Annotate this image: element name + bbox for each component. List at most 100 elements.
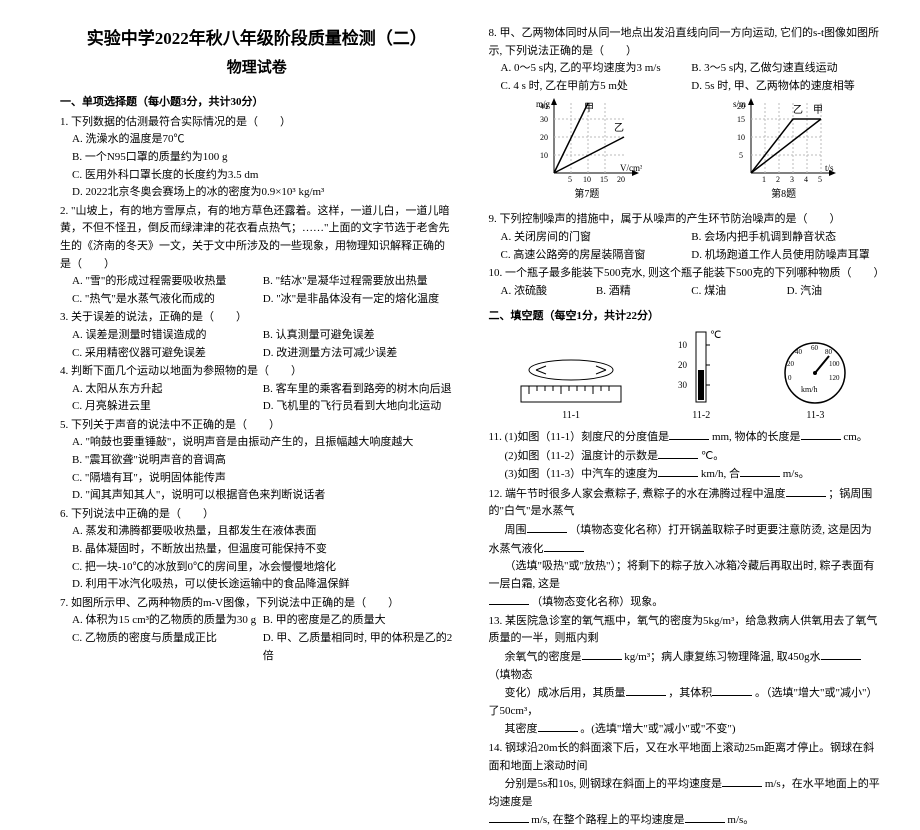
thermo-box: ℃ 10 20 30 11-2 — [676, 330, 726, 424]
svg-text:4: 4 — [804, 175, 808, 184]
q7-d: D. 甲、乙质量相同时, 甲的体积是乙的2倍 — [263, 630, 454, 665]
svg-text:100: 100 — [829, 360, 840, 368]
svg-text:20: 20 — [737, 102, 745, 111]
q3-c: C. 采用精密仪器可避免误差 — [72, 345, 263, 363]
blank — [582, 648, 622, 660]
q9-stem: 9. 下列控制噪声的措施中，属于从噪声的产生环节防治噪声的是（ ） — [489, 211, 883, 229]
svg-text:10: 10 — [540, 151, 548, 160]
svg-text:5: 5 — [568, 175, 572, 184]
chart8-box: 甲 乙 s/m 5 10 15 20 1 2 3 4 5 t/s 第8题 — [729, 97, 839, 203]
q11-l3: (3)如图（11-3）中汽车的速度为 — [489, 468, 659, 480]
q8-c: C. 4 s 时, 乙在甲前方5 m处 — [501, 78, 692, 96]
q3-d: D. 改进测量方法可减少误差 — [263, 345, 454, 363]
blank — [821, 648, 861, 660]
q12-l3: （选填"吸热"或"放热"）；将剩下的粽子放入冰箱冷藏后再取出时, 粽子表面有一层… — [489, 560, 875, 590]
q12: 12. 端午节时很多人家会煮粽子, 煮粽子的水在沸腾过程中温度 ；锅周围的"白气… — [489, 485, 883, 612]
q10-a: A. 浓硫酸 — [501, 283, 596, 301]
q5-b: B. "震耳欲聋"说明声音的音调高 — [72, 452, 454, 470]
blank — [489, 593, 529, 605]
blank — [669, 428, 709, 440]
svg-text:5: 5 — [739, 151, 743, 160]
q13-l2b: kg/m³；病人康复练习物理降温, 取450g水 — [624, 651, 820, 663]
q1-c: C. 医用外科口罩长度的长度约为3.5 dm — [72, 167, 454, 185]
svg-text:10: 10 — [678, 340, 688, 350]
q11-l3c: m/s。 — [783, 468, 810, 480]
blank — [740, 465, 780, 477]
section1-heading: 一、单项选择题（每小题3分，共计30分） — [60, 94, 454, 112]
svg-text:乙: 乙 — [793, 104, 803, 116]
q11-l1c: cm。 — [843, 431, 867, 443]
thermo-svg: ℃ 10 20 30 — [676, 330, 726, 408]
instruments-row: 11-1 ℃ 10 20 30 11-2 0 20 40 60 80 100 — [489, 330, 883, 424]
q4-stem: 4. 判断下面几个运动以地面为参照物的是（ ） — [60, 363, 454, 381]
svg-text:5: 5 — [818, 175, 822, 184]
svg-text:20: 20 — [540, 133, 548, 142]
q2-c: C. "热气"是水蒸气液化而成的 — [72, 291, 263, 309]
blank — [685, 811, 725, 823]
blank — [527, 521, 567, 533]
svg-text:km/h: km/h — [801, 385, 817, 394]
fig11-2-cap: 11-2 — [676, 408, 726, 424]
q1-d: D. 2022北京冬奥会赛场上的冰的密度为0.9×10³ kg/m³ — [72, 184, 454, 202]
q3-stem: 3. 关于误差的说法，正确的是（ ） — [60, 309, 454, 327]
q2-b: B. "结冰"是凝华过程需要放出热量 — [263, 273, 454, 291]
q2: 2. "山坡上，有的地方雪厚点，有的地方草色还露着。这样，一道儿白，一道儿暗黄，… — [60, 203, 454, 309]
q10-d: D. 汽油 — [787, 283, 882, 301]
q8-a: A. 0～5 s内, 乙的平均速度为3 m/s — [501, 60, 692, 78]
svg-text:10: 10 — [583, 175, 591, 184]
svg-text:30: 30 — [540, 115, 548, 124]
q3: 3. 关于误差的说法，正确的是（ ） A. 误差是测量时错误造成的 B. 认真测… — [60, 309, 454, 362]
title-main: 实验中学2022年秋八年级阶段质量检测（二） — [60, 25, 454, 52]
q6-a: A. 蒸发和沸腾都要吸收热量，且都发生在液体表面 — [72, 523, 454, 541]
chart8-svg: 甲 乙 s/m 5 10 15 20 1 2 3 4 5 t/s — [729, 97, 839, 187]
q9-d: D. 机场跑道工作人员使用防噪声耳罩 — [691, 247, 882, 265]
svg-text:甲: 甲 — [584, 103, 594, 114]
q7-a: A. 体积为15 cm³的乙物质的质量为30 g — [72, 612, 263, 630]
q11-l2: (2)如图（11-2）温度计的示数是 — [489, 450, 659, 462]
svg-text:15: 15 — [600, 175, 608, 184]
q11-l1: 11. (1)如图（11-1）刻度尺的分度值是 — [489, 431, 670, 443]
chart7-caption: 第7题 — [574, 187, 599, 203]
svg-text:80: 80 — [825, 348, 833, 356]
svg-text:甲: 甲 — [813, 105, 823, 116]
blank — [538, 720, 578, 732]
q7: 7. 如图所示甲、乙两种物质的m-V图像，下列说法中正确的是（ ） A. 体积为… — [60, 595, 454, 665]
q2-d: D. "冰"是非晶体没有一定的熔化温度 — [263, 291, 454, 309]
ruler-svg — [511, 358, 631, 408]
title-sub: 物理试卷 — [60, 56, 454, 80]
q14-l3b: m/s。 — [727, 814, 754, 826]
q13-l1: 13. 某医院急诊室的氧气瓶中，氧气的密度为5kg/m³，给急救病人供氧用去了氧… — [489, 615, 878, 645]
q13-l4b: 。(选填"增大"或"减小"或"不变") — [580, 723, 735, 735]
svg-text:120: 120 — [829, 374, 840, 382]
q6-stem: 6. 下列说法中正确的是（ ） — [60, 506, 454, 524]
chart7-box: 甲 乙 m/g 10 20 30 40 5 10 15 20 V/cm³ 第7题 — [532, 97, 642, 203]
q7-b: B. 甲的密度是乙的质量大 — [263, 612, 454, 630]
svg-text:℃: ℃ — [710, 330, 721, 341]
fig11-1-cap: 11-1 — [511, 408, 631, 424]
svg-text:3: 3 — [790, 175, 794, 184]
q2-stem: 2. "山坡上，有的地方雪厚点，有的地方草色还露着。这样，一道儿白，一道儿暗黄，… — [60, 203, 454, 273]
svg-text:15: 15 — [737, 115, 745, 124]
q8-b: B. 3～5 s内, 乙做匀速直线运动 — [691, 60, 882, 78]
blank — [658, 465, 698, 477]
q11-l2b: ℃。 — [701, 450, 724, 462]
blank — [722, 775, 762, 787]
q9-b: B. 会场内把手机调到静音状态 — [691, 229, 882, 247]
svg-text:20: 20 — [678, 360, 688, 370]
q5-stem: 5. 下列关于声音的说法中不正确的是（ ） — [60, 417, 454, 435]
q10: 10. 一个瓶子最多能装下500克水, 则这个瓶子能装下500克的下列哪种物质（… — [489, 265, 883, 300]
chart7-svg: 甲 乙 m/g 10 20 30 40 5 10 15 20 V/cm³ — [532, 97, 642, 187]
svg-text:40: 40 — [795, 348, 803, 356]
q12-l1: 12. 端午节时很多人家会煮粽子, 煮粽子的水在沸腾过程中温度 — [489, 488, 786, 500]
q9-c: C. 高速公路旁的房屋装隔音窗 — [501, 247, 692, 265]
blank — [712, 684, 752, 696]
blank — [626, 684, 666, 696]
blank — [786, 485, 826, 497]
q11-l1b: mm, 物体的长度是 — [712, 431, 801, 443]
svg-text:2: 2 — [776, 175, 780, 184]
q13: 13. 某医院急诊室的氧气瓶中，氧气的密度为5kg/m³，给急救病人供氧用去了氧… — [489, 613, 883, 739]
q8-stem: 8. 甲、乙两物体同时从同一地点出发沿直线向同一方向运动, 它们的s-t图像如图… — [489, 25, 883, 60]
q10-stem: 10. 一个瓶子最多能装下500克水, 则这个瓶子能装下500克的下列哪种物质（… — [489, 265, 883, 283]
q6-b: B. 晶体凝固时，不断放出热量，但温度可能保持不变 — [72, 541, 454, 559]
blank — [658, 447, 698, 459]
